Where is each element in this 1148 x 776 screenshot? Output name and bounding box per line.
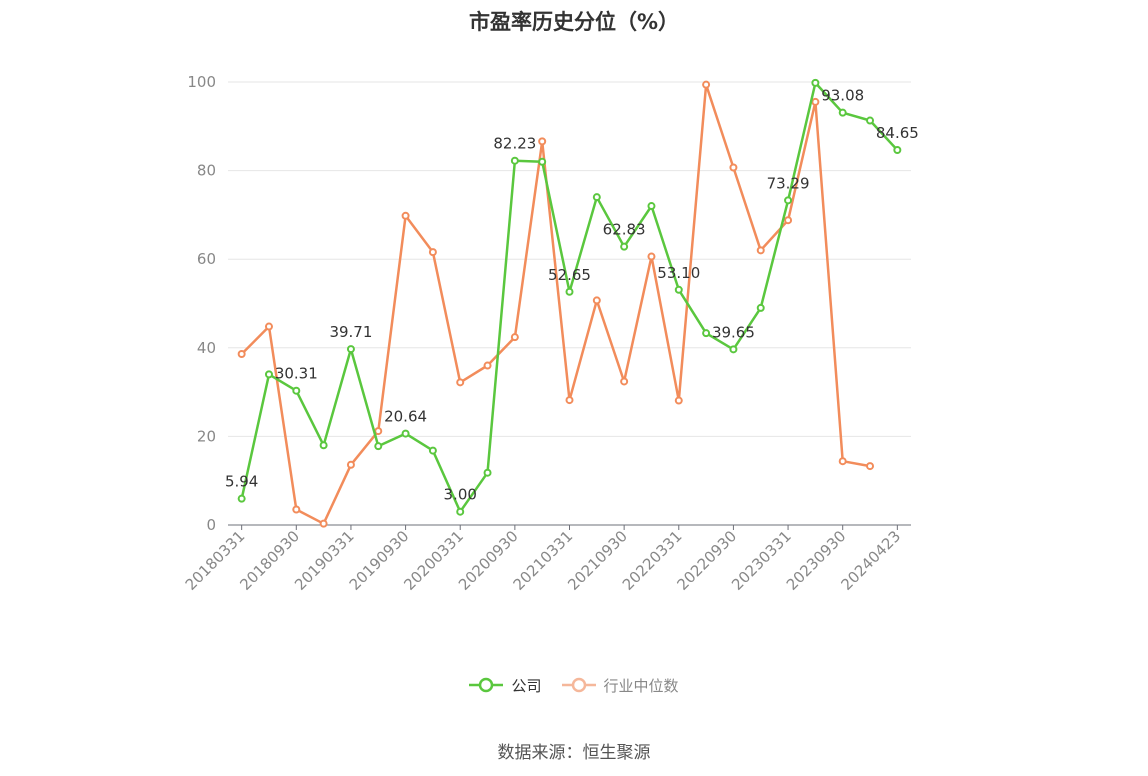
industry-median-data-point (456, 378, 465, 387)
company-data-label: 93.08 (821, 87, 864, 105)
industry-median-data-point (346, 460, 355, 469)
industry-median-data-point (510, 333, 519, 342)
legend-label-company: 公司 (511, 676, 542, 695)
industry-median-data-point (702, 80, 711, 89)
industry-median-data-point (374, 427, 383, 436)
company-data-point (592, 193, 601, 202)
company-data-label: 39.71 (329, 323, 372, 341)
company-data-point (374, 442, 383, 451)
y-tick-label: 80 (197, 162, 216, 180)
company-data-point (893, 146, 902, 155)
company-data-point (346, 345, 355, 354)
industry-median-data-point (428, 248, 437, 257)
company-data-label: 84.65 (876, 124, 919, 142)
industry-median-data-point (538, 137, 547, 146)
industry-median-data-point (647, 252, 656, 261)
y-tick-label: 60 (197, 250, 216, 268)
company-data-point (456, 507, 465, 516)
industry-median-data-point (674, 396, 683, 405)
company-data-point (647, 202, 656, 211)
company-data-point (510, 156, 519, 165)
legend: 公司 行业中位数 (0, 672, 1148, 698)
y-tick-label: 40 (197, 339, 216, 357)
industry-median-data-point (784, 216, 793, 225)
company-data-point (428, 446, 437, 455)
company-data-label: 82.23 (493, 135, 536, 153)
industry-median-data-point (264, 322, 273, 331)
industry-median-data-point (565, 396, 574, 405)
industry-median-data-point (483, 361, 492, 370)
company-data-point (538, 157, 547, 166)
company-data-point (237, 494, 246, 503)
y-tick-label: 0 (206, 516, 216, 534)
company-data-label: 3.00 (444, 486, 477, 504)
company-data-point (565, 287, 574, 296)
y-tick-label: 20 (197, 427, 216, 445)
grid-layer (228, 81, 911, 437)
industry-median-series-line (240, 83, 871, 525)
company-data-label: 30.31 (275, 365, 318, 383)
chart-title: 市盈率历史分位（%） (468, 10, 680, 34)
y-tick-label: 100 (187, 73, 216, 91)
company-data-label: 20.64 (384, 408, 427, 426)
industry-median-data-point (811, 97, 820, 106)
legend-item-company[interactable]: 公司 (469, 675, 542, 696)
industry-median-data-point (401, 211, 410, 220)
company-data-point (811, 78, 820, 87)
company-data-point (702, 329, 711, 338)
industry-median-data-point (319, 519, 328, 528)
legend-line-circle-icon (561, 677, 596, 693)
company-data-point (756, 303, 765, 312)
company-data-point (319, 441, 328, 450)
data-label-layer: 5.94 30.31 39.71 20.64 3.00 82.23 52.65 62.83 53… (225, 87, 919, 504)
industry-median-data-point (292, 505, 301, 514)
legend-label-industry-median: 行业中位数 (603, 676, 679, 695)
company-data-label: 5.94 (225, 473, 258, 491)
legend-item-industry-median[interactable]: 行业中位数 (561, 675, 679, 696)
company-data-point (866, 116, 875, 125)
company-data-label: 53.10 (657, 264, 700, 282)
company-data-point (264, 370, 273, 379)
company-series-line (240, 81, 899, 513)
industry-median-data-point (620, 377, 629, 386)
industry-median-data-point (756, 246, 765, 255)
industry-median-data-point (838, 457, 847, 466)
company-data-label: 39.65 (712, 323, 755, 341)
company-data-point (292, 386, 301, 395)
company-data-point (483, 468, 492, 477)
company-data-point (620, 242, 629, 251)
company-data-point (674, 285, 683, 294)
industry-median-data-point (866, 462, 875, 471)
company-data-label: 73.29 (767, 174, 810, 192)
industry-median-data-point (592, 296, 601, 305)
industry-median-data-point (729, 163, 738, 172)
company-data-label: 62.83 (603, 221, 646, 239)
axis-layer: 0204060801002018033120180930201903312019… (182, 73, 911, 594)
x-tick-label: 20240423 (837, 527, 904, 594)
legend-line-circle-icon (469, 677, 504, 693)
industry-median-data-point (237, 350, 246, 359)
company-data-point (729, 345, 738, 354)
company-data-point (784, 196, 793, 205)
company-data-point (838, 108, 847, 117)
data-source: 数据来源：恒生聚源 (497, 743, 651, 763)
company-data-label: 52.65 (548, 266, 591, 284)
series-layer (237, 78, 902, 528)
company-data-point (401, 429, 410, 438)
